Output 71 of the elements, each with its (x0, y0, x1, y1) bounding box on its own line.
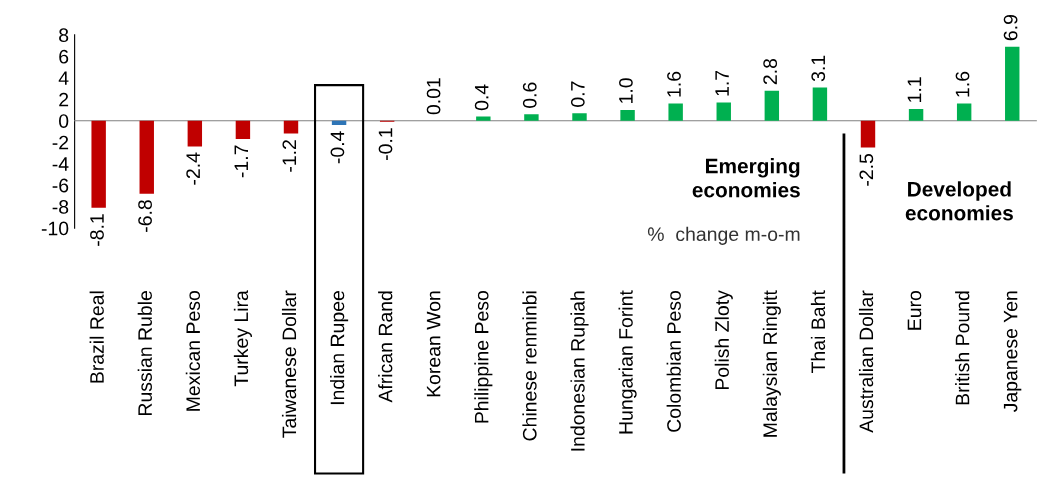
data-label: -6.8 (138, 200, 152, 232)
data-label: 1.6 (667, 71, 681, 97)
data-label: -2.4 (186, 152, 200, 185)
data-label: -0.1 (378, 128, 393, 161)
data-label: -1.2 (282, 140, 297, 172)
data-label: -2.5 (859, 153, 874, 186)
data-label: -1.7 (234, 145, 248, 178)
x-tick-label: Russian Ruble (137, 291, 152, 416)
x-tick-label: Indonesian Rupiah (570, 291, 589, 451)
data-label: 0.6 (522, 82, 537, 108)
bar (139, 120, 154, 194)
bar (283, 120, 299, 134)
bar (235, 120, 251, 139)
y-tick-label: 0 (59, 114, 69, 128)
y-tick-label: -6 (52, 178, 69, 193)
data-label: 1.1 (907, 77, 922, 102)
bar (812, 87, 828, 121)
x-tick-label: Euro (907, 290, 922, 330)
data-label: -8.1 (90, 214, 104, 246)
data-label: 0.4 (474, 84, 489, 111)
annotation: Developed economies (905, 181, 1013, 221)
bar (524, 114, 539, 121)
bar (1005, 46, 1020, 121)
data-label: 1.7 (715, 70, 729, 96)
bar (620, 110, 635, 121)
bar (668, 103, 683, 121)
bar (716, 102, 731, 121)
x-tick-label: African Rand (378, 291, 393, 403)
y-tick-label: -4 (52, 157, 69, 171)
annotation: Emerging economies (692, 158, 800, 198)
bar (476, 116, 491, 121)
x-tick-label: Hungarian Forint (618, 290, 637, 434)
y-tick-label: -2 (52, 135, 69, 150)
x-tick-label: Taiwanese Dollar (281, 290, 297, 438)
data-label: 3.1 (811, 55, 826, 82)
x-tick-label: Brazil Real (89, 291, 104, 383)
x-tick-label: Korean Won (426, 291, 441, 397)
x-tick-label: Polish Zloty (714, 290, 733, 390)
x-tick-label: Colombian Peso (666, 290, 681, 432)
bar (91, 120, 106, 208)
x-tick-label: Malaysian Ringitt (762, 290, 781, 437)
x-tick-label: Indian Rupee (330, 291, 349, 405)
x-tick-label: Thai Baht (810, 290, 826, 373)
y-tick-label: 2 (59, 92, 69, 107)
y-tick-label: 6 (59, 49, 69, 64)
data-label: 1.0 (619, 78, 633, 103)
y-tick-label: 8 (59, 28, 69, 43)
data-label: 1.6 (955, 71, 970, 97)
data-label: -0.4 (330, 131, 345, 164)
x-tick-label: British Pound (955, 291, 970, 405)
bar (572, 113, 587, 121)
annotation: % change m-o-m (647, 226, 800, 245)
x-tick-label: Australian Dollar (858, 290, 874, 433)
data-label: 0.01 (426, 78, 441, 115)
x-tick-label: Philippine Peso (474, 290, 493, 423)
bar (764, 90, 780, 121)
data-label: 0.7 (570, 81, 585, 107)
x-tick-label: Japanese Yen (1003, 291, 1022, 413)
x-tick-label: Turkey Lira (233, 290, 252, 387)
y-tick-label: -8 (52, 200, 69, 214)
bar (860, 120, 876, 148)
bar (956, 103, 972, 121)
data-label: 6.9 (1003, 15, 1018, 41)
bar (187, 120, 203, 147)
x-tick-label: Chinese renminbi (522, 291, 537, 441)
bar (331, 120, 347, 126)
y-tick-label: 4 (58, 71, 69, 85)
bar (908, 108, 924, 121)
x-tick-label: Mexican Peso (185, 290, 201, 411)
y-tick-label: -10 (41, 221, 69, 236)
data-label: 2.8 (763, 58, 778, 85)
